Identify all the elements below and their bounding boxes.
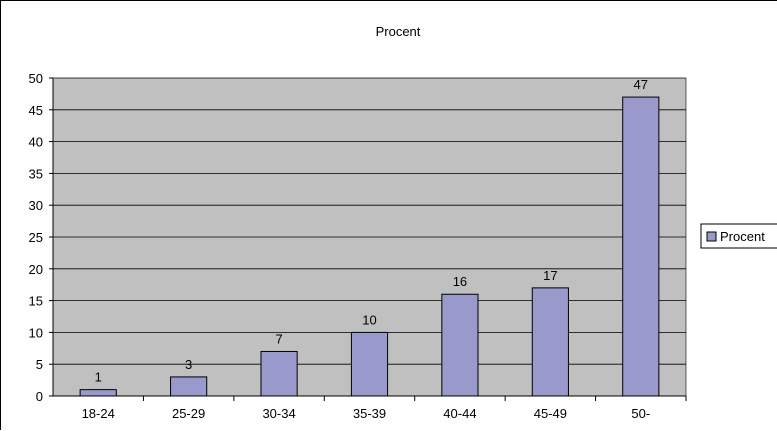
legend-swatch (706, 231, 717, 242)
bars (79, 96, 660, 397)
x-tick-labels: 18-24 25-29 30-34 35-39 40-44 45-49 50- (82, 396, 687, 421)
x-tick-label: 30-34 (262, 406, 295, 421)
data-label: 1 (95, 370, 102, 385)
data-label: 16 (453, 274, 467, 289)
y-tick-label: 0 (36, 389, 43, 404)
y-tick-label: 15 (29, 294, 43, 309)
x-tick-label: 25-29 (172, 406, 205, 421)
x-tick-label: 45-49 (534, 406, 567, 421)
y-tick-label: 45 (29, 103, 43, 118)
x-tick-label: 18-24 (82, 406, 115, 421)
x-tick-label: 35-39 (353, 406, 386, 421)
data-label: 10 (362, 312, 376, 327)
x-tick-label: 50- (631, 406, 650, 421)
bar (622, 96, 660, 397)
y-tick-label: 5 (36, 357, 43, 372)
data-label: 47 (634, 77, 648, 92)
bar (531, 287, 569, 397)
bar (170, 376, 208, 397)
data-label: 17 (543, 268, 557, 283)
y-tick-label: 30 (29, 198, 43, 213)
y-tick-label: 25 (29, 230, 43, 245)
legend: Procent (700, 223, 777, 249)
x-tick-label: 40-44 (443, 406, 476, 421)
y-tick-label: 10 (29, 325, 43, 340)
y-tick-label: 40 (29, 135, 43, 150)
chart-title: Procent (376, 24, 421, 39)
bar (441, 293, 479, 397)
y-tick-label: 50 (29, 71, 43, 86)
legend-label: Procent (720, 229, 765, 244)
bar (350, 331, 389, 397)
bar (79, 389, 117, 397)
y-tick-label: 35 (29, 166, 43, 181)
data-label: 7 (275, 331, 282, 346)
data-labels: 1 3 7 10 16 17 47 (95, 77, 648, 385)
y-tick-label: 20 (29, 262, 43, 277)
y-tick-labels: 0 5 10 15 20 25 30 35 40 45 50 (29, 71, 53, 404)
bar (260, 350, 298, 397)
data-label: 3 (185, 357, 192, 372)
